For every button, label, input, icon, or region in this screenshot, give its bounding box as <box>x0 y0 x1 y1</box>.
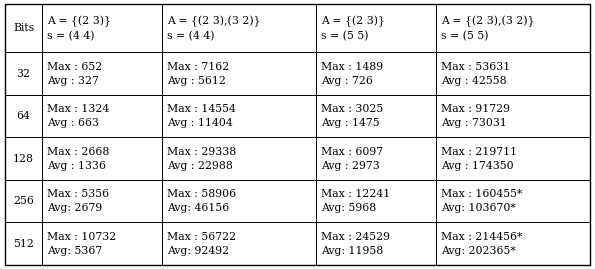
Bar <box>162 4 317 52</box>
Bar <box>162 52 317 95</box>
Bar <box>5 137 42 180</box>
Bar <box>436 222 590 265</box>
Bar <box>5 180 42 222</box>
Bar <box>162 222 317 265</box>
Bar <box>436 4 590 52</box>
Bar <box>42 4 162 52</box>
Text: Max : 29338
Avg : 22988: Max : 29338 Avg : 22988 <box>167 147 236 171</box>
Text: 512: 512 <box>13 239 34 249</box>
Text: A = {(2 3)}
s = (5 5): A = {(2 3)} s = (5 5) <box>321 15 385 41</box>
Text: Max : 7162
Avg : 5612: Max : 7162 Avg : 5612 <box>167 62 229 86</box>
Bar <box>5 4 42 52</box>
Text: 128: 128 <box>13 154 34 164</box>
Bar <box>317 222 436 265</box>
Text: Max : 160455*
Avg: 103670*: Max : 160455* Avg: 103670* <box>441 189 522 213</box>
Bar <box>162 95 317 137</box>
Bar <box>162 180 317 222</box>
Bar <box>436 137 590 180</box>
Bar <box>317 4 436 52</box>
Text: Max : 10732
Avg: 5367: Max : 10732 Avg: 5367 <box>47 232 117 256</box>
Text: A = {(2 3)}
s = (4 4): A = {(2 3)} s = (4 4) <box>47 15 111 41</box>
Text: Bits: Bits <box>13 23 34 33</box>
Text: Max : 219711
Avg : 174350: Max : 219711 Avg : 174350 <box>441 147 517 171</box>
Text: Max : 1324
Avg : 663: Max : 1324 Avg : 663 <box>47 104 109 128</box>
Bar <box>317 52 436 95</box>
Text: A = {(2 3),(3 2)}
s = (4 4): A = {(2 3),(3 2)} s = (4 4) <box>167 15 261 41</box>
Text: Max : 2668
Avg : 1336: Max : 2668 Avg : 1336 <box>47 147 109 171</box>
Bar <box>42 52 162 95</box>
Text: 32: 32 <box>17 69 30 79</box>
Text: Max : 24529
Avg: 11958: Max : 24529 Avg: 11958 <box>321 232 390 256</box>
Text: Max : 56722
Avg: 92492: Max : 56722 Avg: 92492 <box>167 232 236 256</box>
Bar <box>317 95 436 137</box>
Text: Max : 6097
Avg : 2973: Max : 6097 Avg : 2973 <box>321 147 383 171</box>
Bar <box>42 222 162 265</box>
Text: Max : 5356
Avg: 2679: Max : 5356 Avg: 2679 <box>47 189 109 213</box>
Text: A = {(2 3),(3 2)}
s = (5 5): A = {(2 3),(3 2)} s = (5 5) <box>441 15 534 41</box>
Text: Max : 652
Avg : 327: Max : 652 Avg : 327 <box>47 62 102 86</box>
Text: Max : 214456*
Avg: 202365*: Max : 214456* Avg: 202365* <box>441 232 522 256</box>
Bar <box>436 95 590 137</box>
Text: 64: 64 <box>17 111 30 121</box>
Bar <box>5 95 42 137</box>
Bar <box>5 222 42 265</box>
Text: Max : 12241
Avg: 5968: Max : 12241 Avg: 5968 <box>321 189 390 213</box>
Bar <box>436 52 590 95</box>
Bar <box>42 180 162 222</box>
Text: Max : 91729
Avg : 73031: Max : 91729 Avg : 73031 <box>441 104 510 128</box>
Text: Max : 1489
Avg : 726: Max : 1489 Avg : 726 <box>321 62 383 86</box>
Text: Max : 58906
Avg: 46156: Max : 58906 Avg: 46156 <box>167 189 236 213</box>
Text: 256: 256 <box>13 196 34 206</box>
Bar <box>5 52 42 95</box>
Bar <box>317 137 436 180</box>
Text: Max : 14554
Avg : 11404: Max : 14554 Avg : 11404 <box>167 104 236 128</box>
Bar <box>162 137 317 180</box>
Bar <box>317 180 436 222</box>
Bar <box>42 95 162 137</box>
Bar <box>42 137 162 180</box>
Bar <box>436 180 590 222</box>
Text: Max : 53631
Avg : 42558: Max : 53631 Avg : 42558 <box>441 62 510 86</box>
Text: Max : 3025
Avg : 1475: Max : 3025 Avg : 1475 <box>321 104 383 128</box>
